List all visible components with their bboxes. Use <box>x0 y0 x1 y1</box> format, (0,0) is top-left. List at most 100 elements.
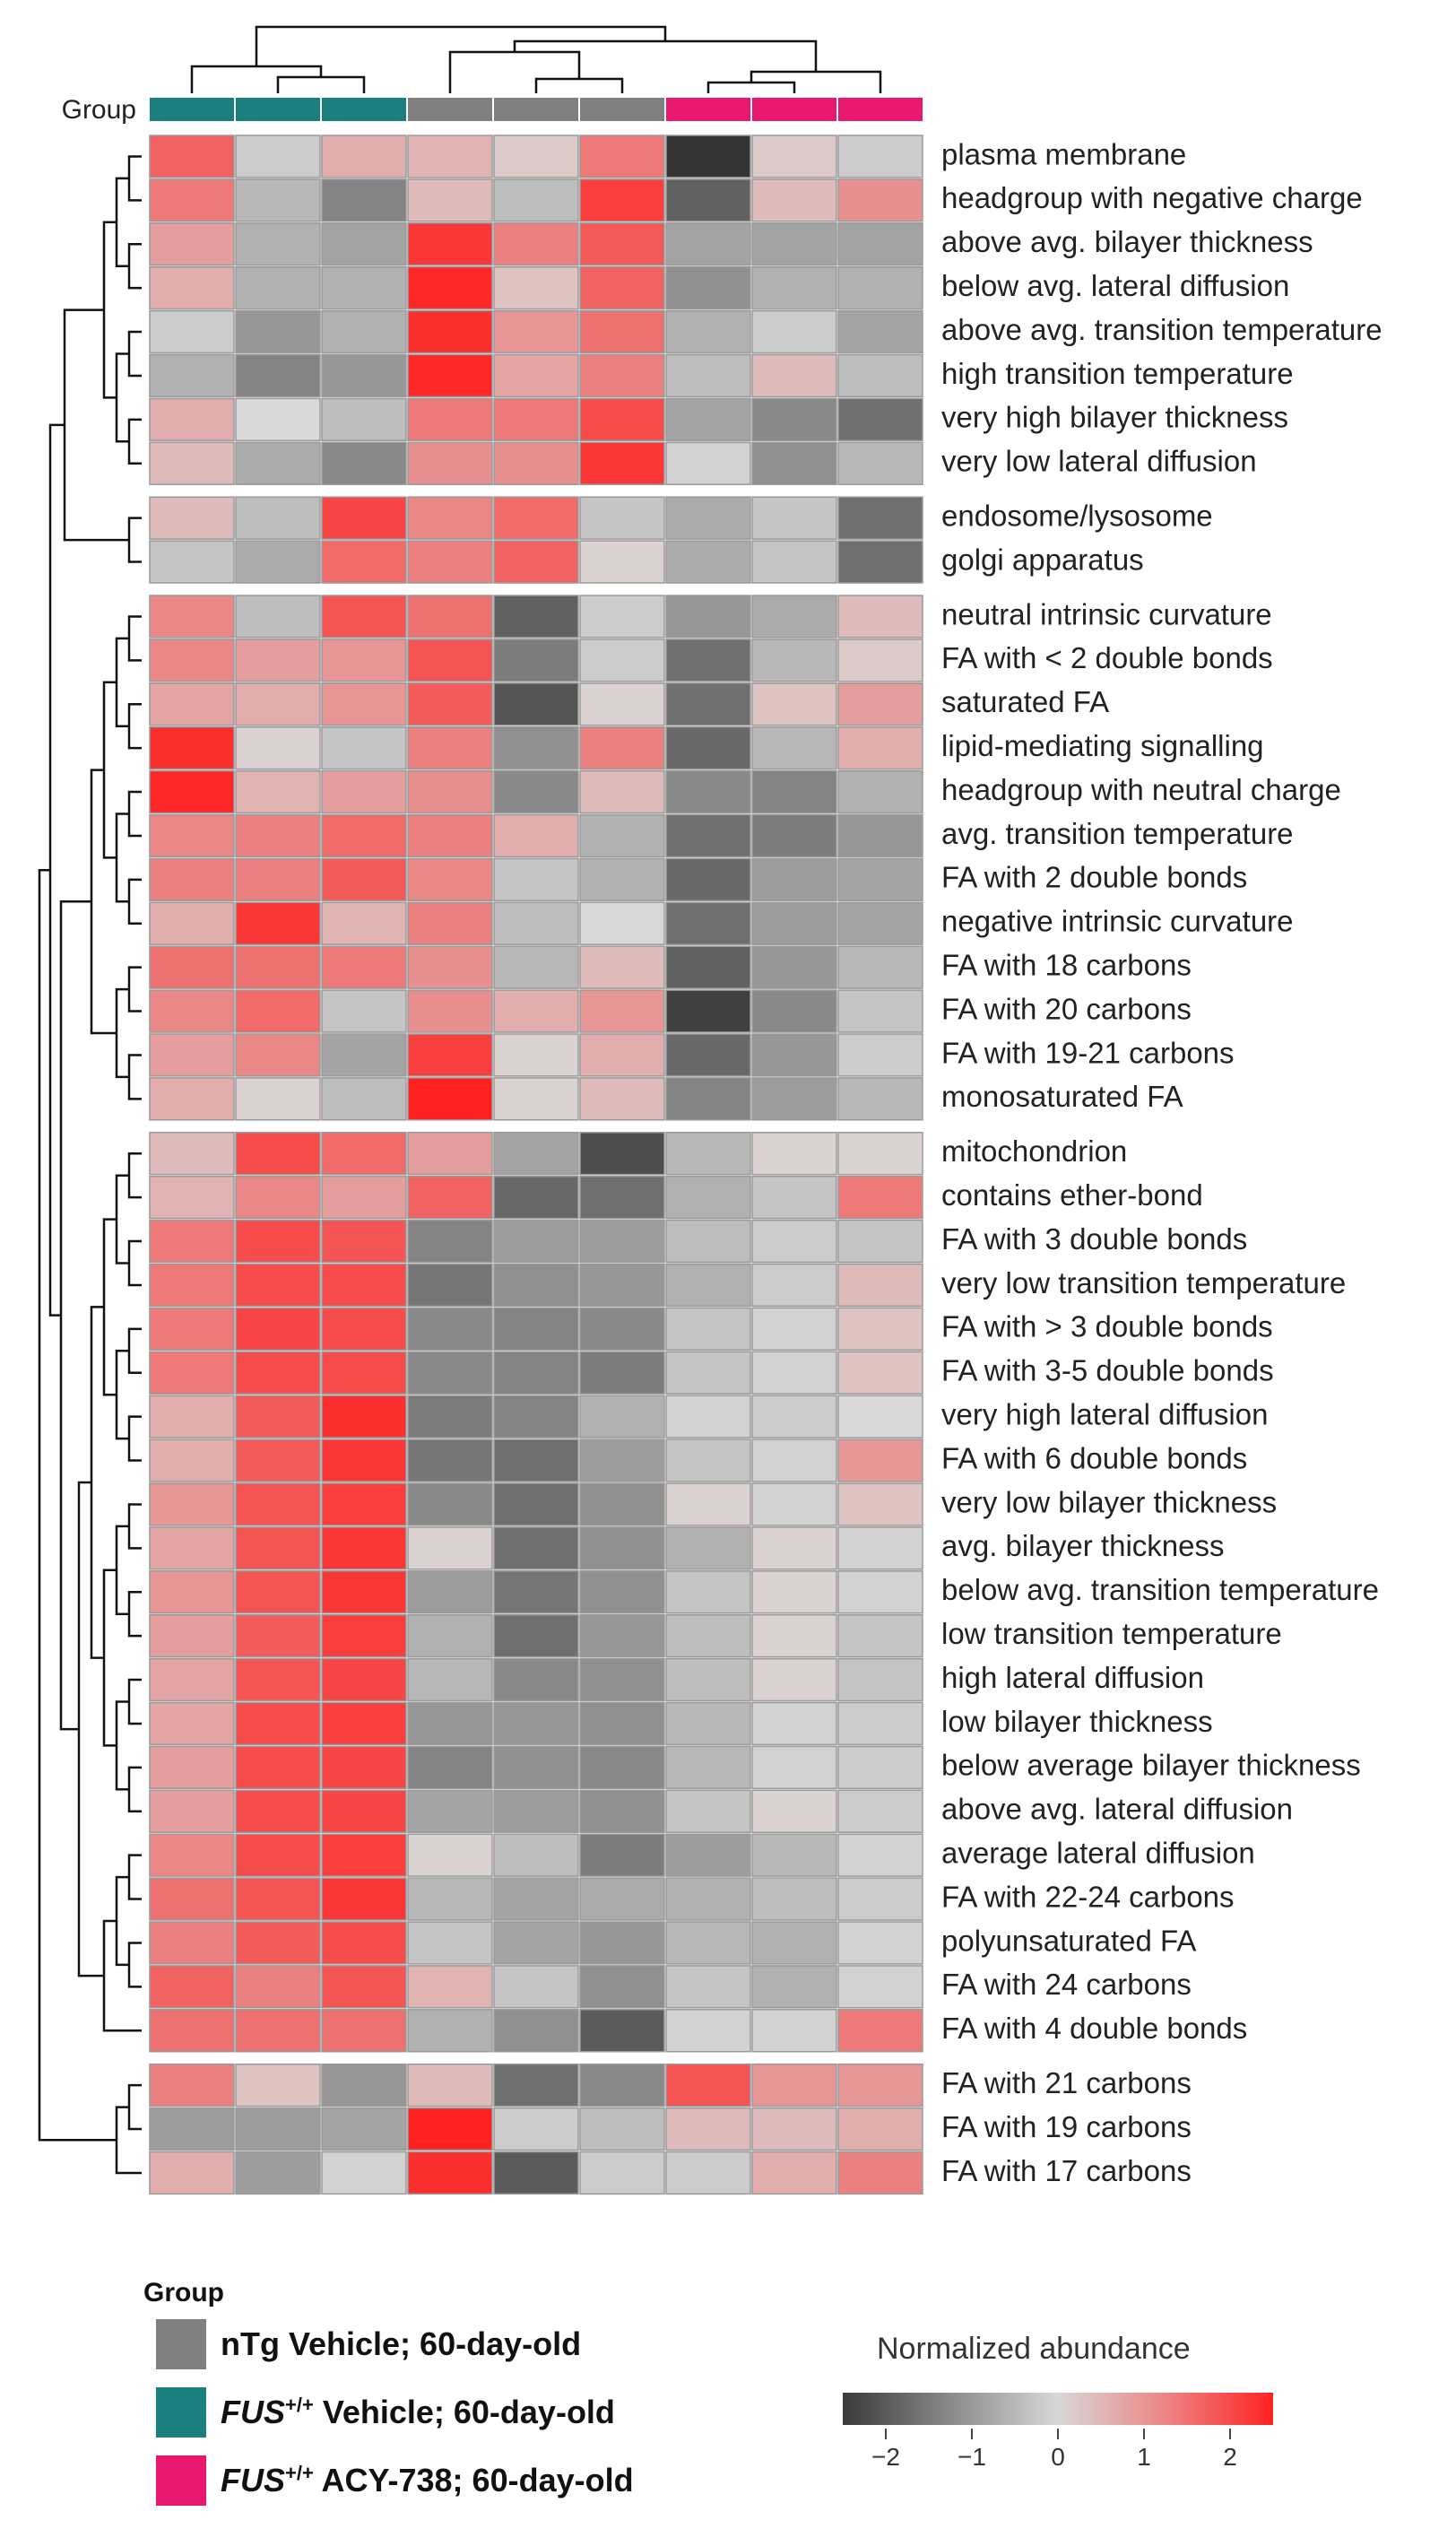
heatmap-cell <box>149 639 235 682</box>
heatmap-cell <box>837 595 923 639</box>
heatmap-cell <box>149 901 235 945</box>
dendrogram-branch <box>276 75 366 93</box>
heatmap-cell <box>751 1877 837 1921</box>
heatmap-cell <box>149 1789 235 1833</box>
heatmap-cell <box>235 1077 321 1121</box>
row-label: neutral intrinsic curvature <box>941 597 1272 630</box>
heatmap-cell <box>321 1175 407 1220</box>
heatmap-cell <box>321 1219 407 1264</box>
row-label: monosaturated FA <box>941 1080 1183 1113</box>
annotation-cell <box>750 96 838 123</box>
dendrogram-branch <box>115 1525 129 1615</box>
row-label: saturated FA <box>941 685 1109 718</box>
heatmap-cell <box>837 945 923 989</box>
heatmap-cell <box>235 726 321 770</box>
heatmap-cell <box>493 222 579 266</box>
heatmap-cell <box>321 353 407 398</box>
heatmap-cell <box>751 1526 837 1570</box>
annotation-cell <box>320 96 408 123</box>
row-label: FA with 2 double bonds <box>941 861 1247 894</box>
heatmap-cell <box>407 265 493 310</box>
row-label: FA with 24 carbons <box>941 1968 1192 2001</box>
heatmap-cell <box>665 813 751 858</box>
heatmap-cell <box>407 1482 493 1526</box>
row-label: endosome/lysosome <box>941 499 1213 532</box>
heatmap-cell <box>665 1613 751 1658</box>
heatmap-cell <box>407 2063 493 2108</box>
heatmap-cell <box>751 2151 837 2195</box>
legend-item-fus-vehicle: FUS+/+ Vehicle; 60-day-old <box>156 2387 615 2438</box>
legend-swatch-fus-acy738 <box>156 2455 206 2506</box>
heatmap-cell <box>321 813 407 858</box>
heatmap-cell <box>579 178 665 222</box>
dendrogram-branch <box>127 1591 142 1638</box>
dendrogram-branch <box>255 25 667 66</box>
column-annotation-bar <box>148 96 924 123</box>
heatmap-cell <box>149 595 235 639</box>
heatmap-cell <box>493 1701 579 1746</box>
heatmap-cell <box>665 2107 751 2151</box>
heatmap-cell <box>493 1877 579 1921</box>
heatmap-cell <box>665 595 751 639</box>
heatmap-cell <box>751 496 837 540</box>
heatmap-cell <box>579 1395 665 1438</box>
heatmap-cell <box>407 769 493 814</box>
heatmap-cell <box>321 1351 407 1395</box>
heatmap-cell <box>751 1657 837 1702</box>
heatmap-cell <box>579 1745 665 1790</box>
heatmap-cell <box>751 989 837 1033</box>
heatmap-cell <box>837 309 923 354</box>
heatmap-cell <box>407 1526 493 1570</box>
heatmap-cell <box>751 1263 837 1308</box>
heatmap-cell <box>235 1745 321 1790</box>
heatmap-cell <box>235 441 321 485</box>
row-label: FA with 22-24 carbons <box>941 1880 1235 1913</box>
heatmap-cell <box>579 595 665 639</box>
heatmap-cell <box>837 1789 923 1833</box>
heatmap-cell <box>665 1175 751 1220</box>
heatmap-cell <box>579 1789 665 1833</box>
heatmap-cell <box>407 496 493 540</box>
heatmap-cell <box>235 1033 321 1077</box>
heatmap-cell <box>321 441 407 485</box>
legend-title: Group <box>143 2278 224 2307</box>
heatmap-cell <box>751 135 837 178</box>
heatmap-cell <box>579 1219 665 1264</box>
row-dendrogram <box>38 155 142 2175</box>
heatmap-cell <box>493 2151 579 2195</box>
heatmap-cell <box>235 1965 321 2009</box>
heatmap-cell <box>579 2063 665 2108</box>
heatmap-cell <box>149 1132 235 1176</box>
color-scale-tick-label: −2 <box>871 2443 900 2471</box>
heatmap-cell <box>407 1921 493 1965</box>
heatmap-cell <box>149 1745 235 1790</box>
heatmap-cell <box>751 1351 837 1395</box>
heatmap-cell <box>321 1833 407 1877</box>
heatmap-cell <box>149 1438 235 1482</box>
heatmap-cell <box>407 397 493 442</box>
heatmap-cell <box>149 2009 235 2053</box>
heatmap-cell <box>579 1033 665 1077</box>
heatmap-cell <box>579 769 665 814</box>
dendrogram-branch <box>127 243 142 290</box>
heatmap-cell <box>235 1175 321 1220</box>
row-label: polyunsaturated FA <box>941 1924 1196 1957</box>
heatmap-cell <box>751 178 837 222</box>
heatmap-cell <box>665 1351 751 1395</box>
heatmap-cell <box>665 1307 751 1351</box>
heatmap-cell <box>149 1219 235 1264</box>
heatmap-cell <box>751 397 837 442</box>
heatmap-cell <box>407 1263 493 1308</box>
heatmap-cell <box>149 2151 235 2195</box>
heatmap-cell <box>493 595 579 639</box>
row-label: FA with 6 double bonds <box>941 1441 1247 1474</box>
heatmap-cell <box>579 989 665 1033</box>
color-scale-tick-label: −1 <box>958 2443 986 2471</box>
row-label: FA with 20 carbons <box>941 992 1192 1025</box>
heatmap-cell <box>837 682 923 726</box>
heatmap-cell <box>235 1438 321 1482</box>
heatmap-cell <box>235 1482 321 1526</box>
heatmap-cell <box>751 726 837 770</box>
heatmap-cell <box>751 265 837 310</box>
heatmap-cell <box>665 1570 751 1614</box>
